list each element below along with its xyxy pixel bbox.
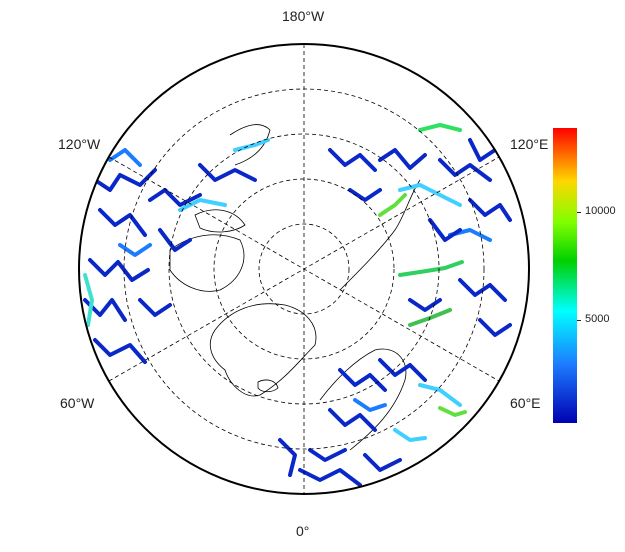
color-legend-bar — [553, 128, 577, 423]
river-segment — [428, 218, 462, 242]
river-segment — [83, 273, 94, 327]
river-segment — [418, 383, 462, 407]
scandinavia-outline — [319, 348, 407, 451]
river-segment — [148, 188, 202, 207]
river-segment — [398, 183, 462, 207]
siberia-coast — [339, 179, 421, 291]
river-segment — [353, 398, 387, 412]
river-segment — [98, 208, 147, 237]
river-segment — [468, 138, 497, 162]
greenland-outline — [209, 303, 317, 397]
river-segment — [88, 258, 150, 282]
label-120w: 120°W — [58, 136, 101, 152]
river-segment — [393, 428, 427, 442]
alaska-coast — [229, 124, 271, 166]
river-segment — [438, 406, 467, 417]
river-segment — [178, 198, 227, 212]
river-segment — [378, 193, 407, 217]
river-segment — [198, 163, 257, 182]
river-segment — [478, 318, 512, 337]
river-segment — [138, 298, 172, 317]
river-segment — [378, 148, 427, 170]
river-segment — [338, 368, 387, 392]
legend-tick — [577, 212, 581, 213]
river-segment — [363, 453, 402, 472]
arctic-archipelago-outline — [169, 209, 246, 292]
river-segment — [158, 228, 192, 252]
graticule — [108, 44, 500, 494]
river-segment — [398, 260, 464, 277]
label-60e: 60°E — [510, 395, 541, 411]
river-segment — [418, 123, 462, 132]
river-segment — [278, 438, 297, 477]
river-segment — [108, 148, 142, 167]
river-segment — [298, 468, 362, 487]
iceland-outline — [257, 379, 279, 393]
legend-tick — [577, 320, 581, 321]
label-120e: 120°E — [510, 136, 549, 152]
river-segment — [378, 358, 427, 382]
river-segment — [408, 298, 442, 312]
river-segment — [468, 198, 512, 222]
label-0: 0° — [296, 523, 310, 539]
label-60w: 60°W — [60, 395, 95, 411]
river-segment — [93, 338, 147, 364]
river-segment — [118, 243, 152, 257]
river-segment — [328, 148, 377, 172]
map-boundary — [78, 43, 530, 495]
legend-tick-label-5000: 5000 — [585, 313, 610, 325]
river-segment — [233, 138, 270, 152]
river-segment — [348, 188, 382, 202]
label-180w: 180°W — [282, 8, 325, 24]
river-segment — [308, 448, 347, 462]
legend-tick-label-10000: 10000 — [585, 205, 616, 217]
coastlines — [169, 124, 421, 451]
river-segment — [93, 168, 157, 192]
river-segment — [328, 408, 377, 432]
river-segment — [438, 158, 492, 182]
